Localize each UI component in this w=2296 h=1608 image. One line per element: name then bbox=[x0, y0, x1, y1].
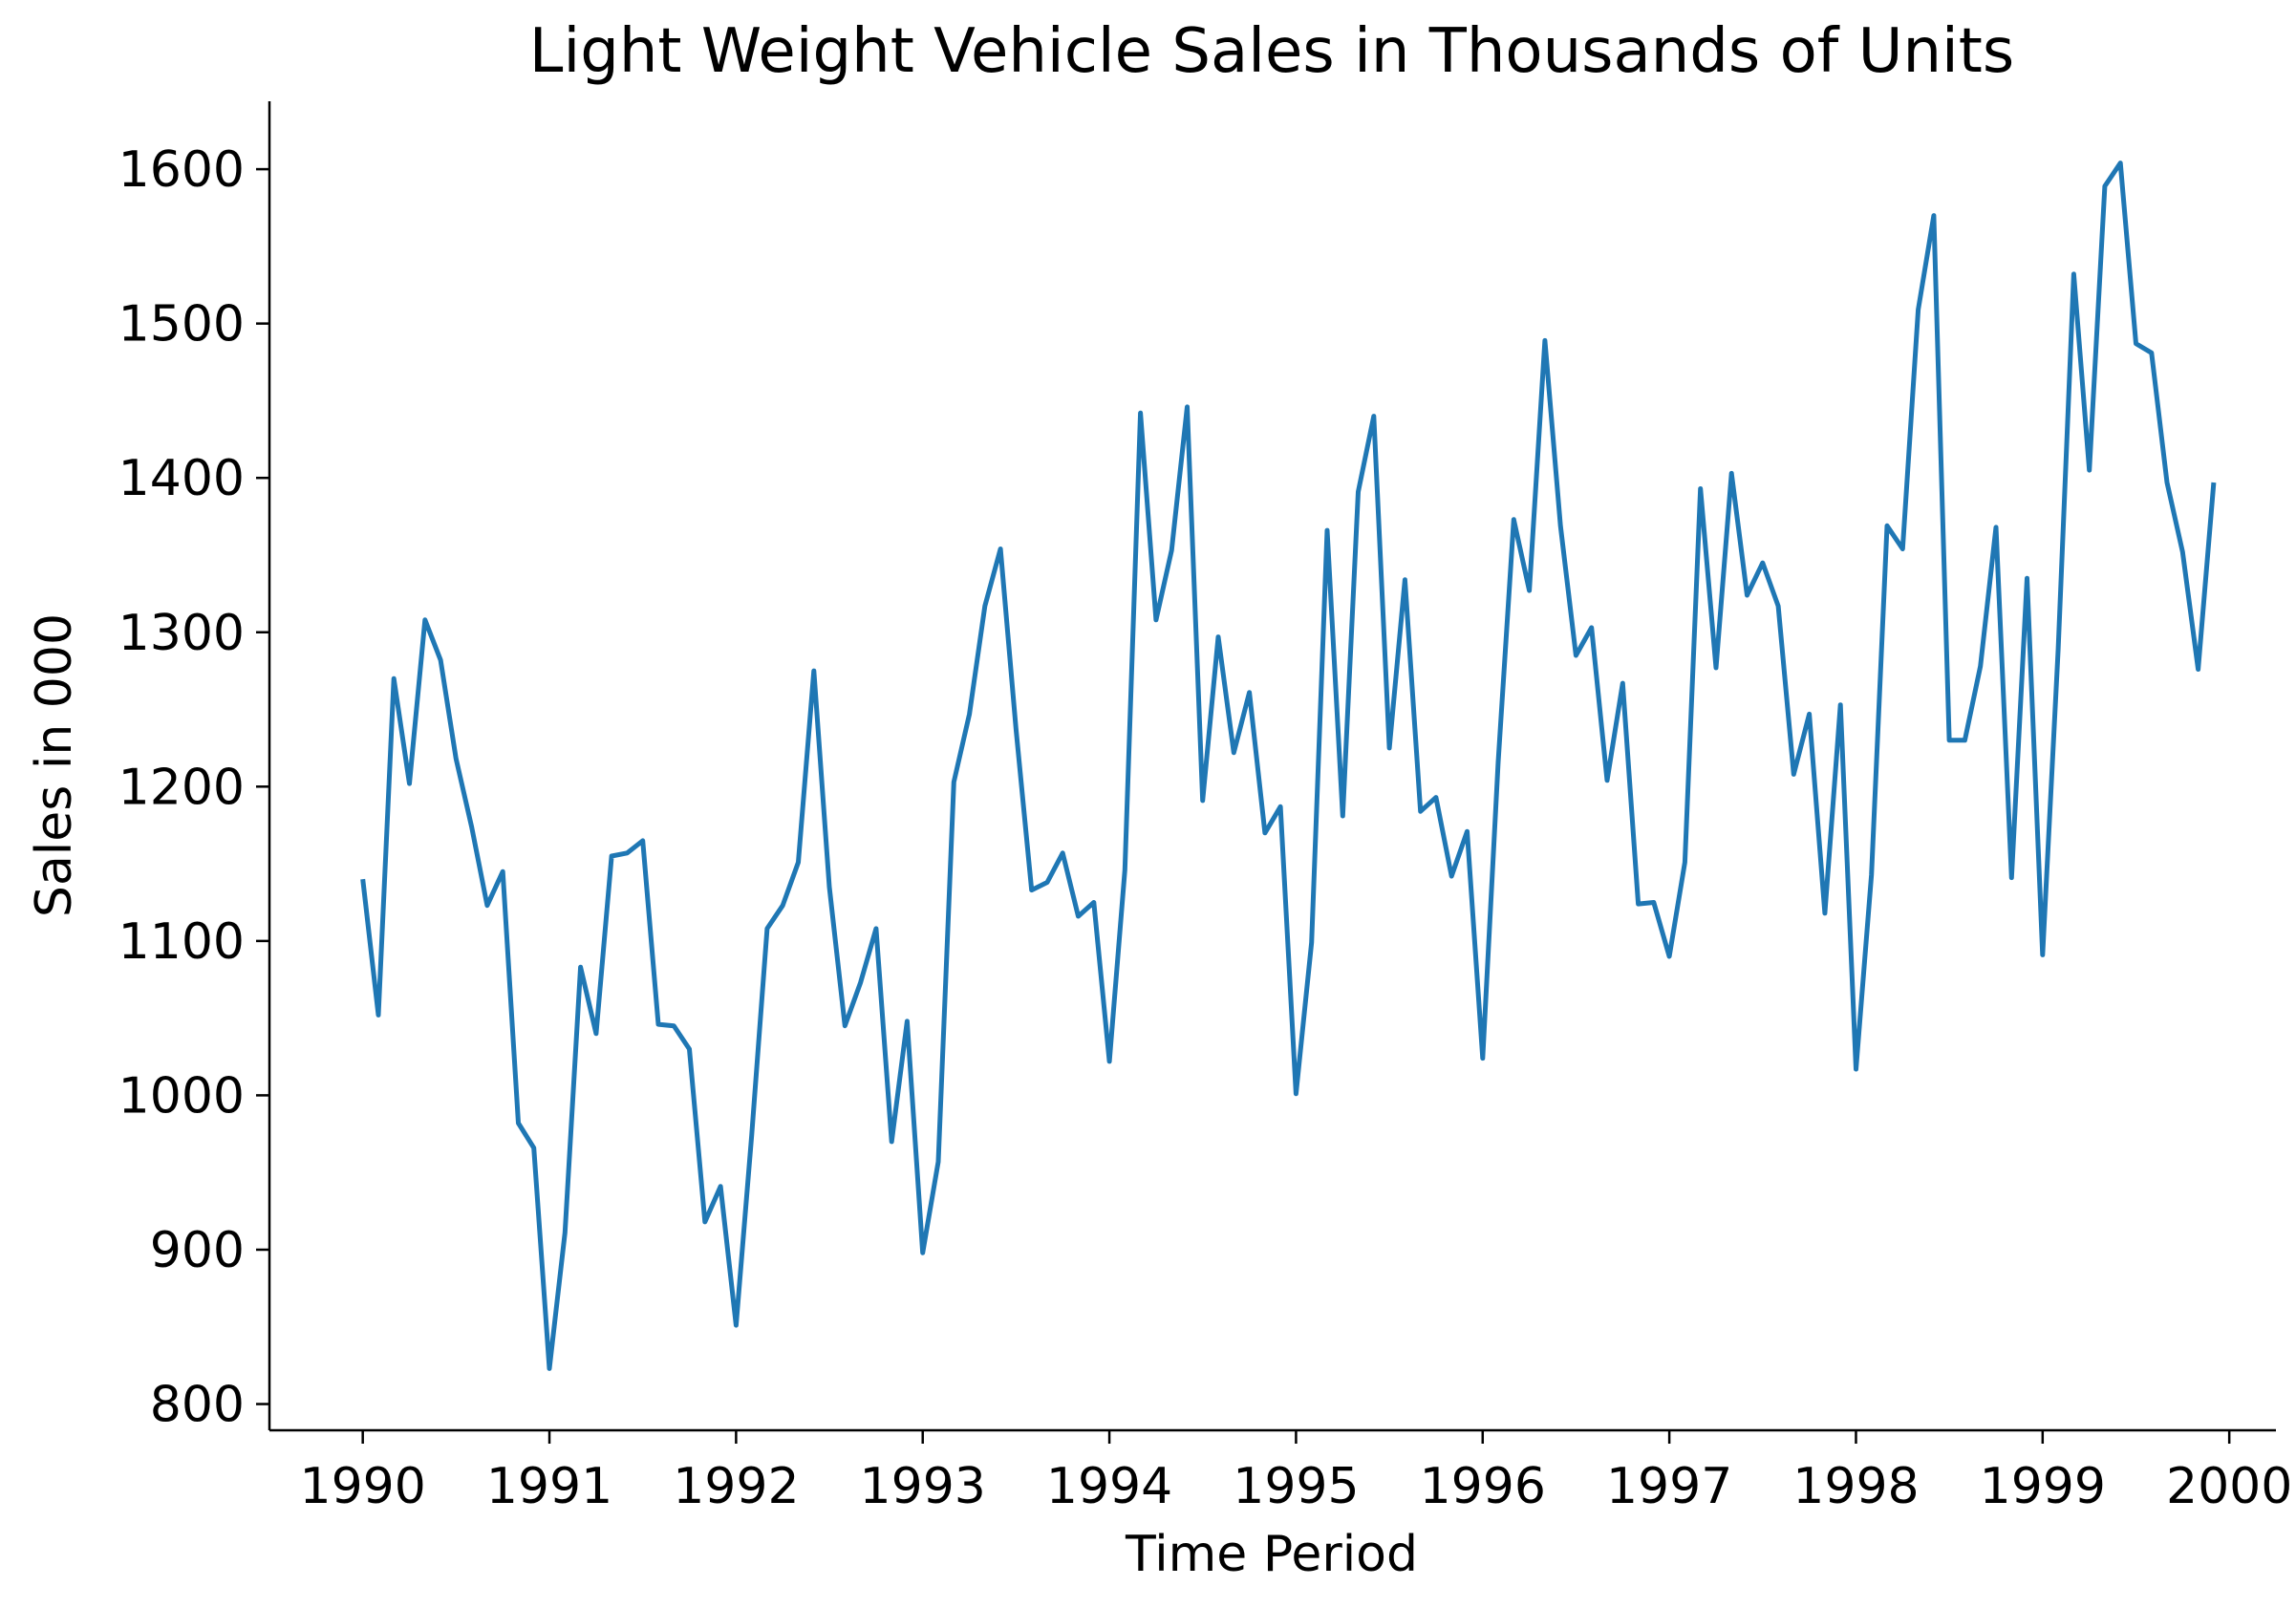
x-tick-label: 1993 bbox=[860, 1458, 986, 1515]
x-tick-label: 1992 bbox=[673, 1458, 799, 1515]
y-tick-label: 1000 bbox=[118, 1067, 245, 1125]
y-tick-label: 800 bbox=[150, 1377, 245, 1434]
y-tick-label: 1100 bbox=[118, 913, 245, 971]
x-ticks: 1990 1991 1992 1993 1994 1995 1996 1997 1998 1999… bbox=[300, 1430, 2292, 1515]
x-axis: 1990 1991 1992 1993 1994 1995 1996 1997 1998 1999… bbox=[269, 1428, 2292, 1515]
y-axis: 800 900 1000 1100 1200 1300 1400 1500 1600 bbox=[118, 101, 271, 1434]
x-tick-label: 1995 bbox=[1233, 1458, 1359, 1515]
x-tick-label: 1998 bbox=[1792, 1458, 1919, 1515]
y-tick-label: 900 bbox=[150, 1222, 245, 1279]
x-tick-label: 1996 bbox=[1420, 1458, 1546, 1515]
y-tick-label: 1500 bbox=[118, 296, 245, 354]
y-tick-label: 1200 bbox=[118, 759, 245, 816]
x-tick-label: 1990 bbox=[300, 1458, 426, 1515]
chart-title: Light Weight Vehicle Sales in Thousands … bbox=[529, 16, 2014, 87]
x-tick-label: 1994 bbox=[1046, 1458, 1172, 1515]
y-tick-label: 1400 bbox=[118, 450, 245, 507]
y-tick-label: 1300 bbox=[118, 605, 245, 662]
x-tick-label: 1997 bbox=[1606, 1458, 1732, 1515]
y-ticks: 800 900 1000 1100 1200 1300 1400 1500 1600 bbox=[118, 141, 269, 1434]
y-tick-label: 1600 bbox=[118, 141, 245, 199]
plot-area bbox=[360, 161, 2217, 1371]
x-axis-label: Time Period bbox=[1125, 1526, 1418, 1583]
x-tick-label: 1991 bbox=[486, 1458, 612, 1515]
x-tick-label: 2000 bbox=[2166, 1458, 2292, 1515]
series-line bbox=[360, 161, 2217, 1371]
y-axis-label: Sales in 000 bbox=[26, 613, 83, 917]
x-tick-label: 1999 bbox=[1980, 1458, 2106, 1515]
